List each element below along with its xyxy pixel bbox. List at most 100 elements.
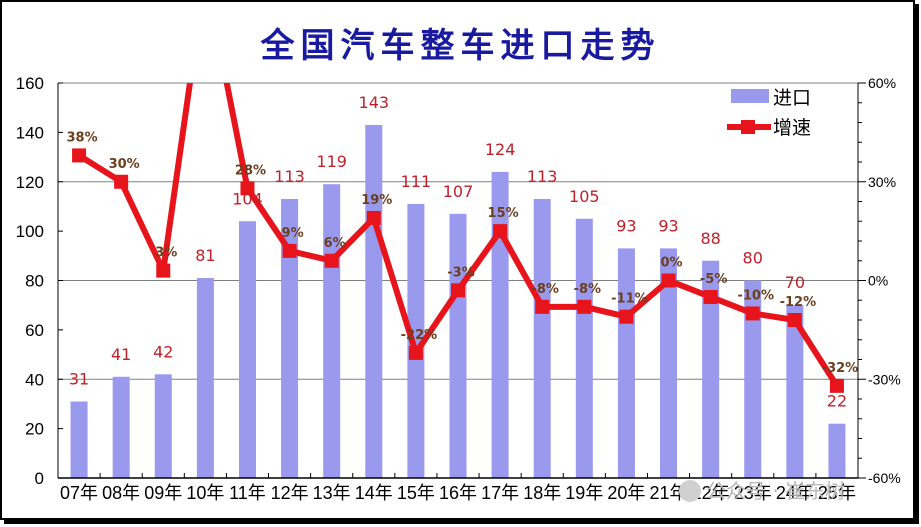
growth-value-label: -11% [611, 292, 648, 307]
bar-value-label: 41 [111, 345, 131, 364]
growth-value-label: 19% [361, 193, 392, 208]
x-axis-category-label: 09年 [144, 483, 182, 503]
bar-value-label: 111 [401, 172, 432, 191]
axes: 0 20 40 60 80 100 120 140 160 -60% -30% 0% 30% 60% 07年… [16, 74, 901, 503]
growth-value-label: -5% [700, 272, 727, 287]
legend: 进口 增速 [727, 87, 811, 139]
growth-marker [282, 243, 297, 258]
x-axis-category-label: 17年 [481, 483, 519, 503]
right-axis-tick-label: -60% [868, 470, 901, 486]
bar-value-label: 31 [69, 369, 89, 388]
growth-value-label: 30% [109, 157, 140, 172]
left-axis-tick-label: 40 [25, 370, 44, 389]
x-axis-category-label: 08年 [102, 483, 140, 503]
growth-marker [366, 210, 381, 225]
growth-marker [829, 378, 844, 393]
growth-marker [451, 283, 465, 298]
bar-value-label: 81 [195, 246, 215, 265]
bar-value-label: 113 [527, 167, 558, 186]
bar-value-label: 124 [485, 140, 516, 159]
growth-value-label: -10% [737, 288, 774, 303]
growth-marker [156, 263, 171, 278]
bar [744, 280, 762, 478]
growth-marker [114, 174, 129, 189]
growth-marker [324, 253, 339, 268]
left-axis-tick-label: 140 [16, 123, 44, 142]
bar-value-label: 93 [658, 216, 678, 235]
growth-value-label: 9% [282, 226, 304, 241]
right-axis-tick-label: 60% [868, 75, 896, 91]
growth-value-label: -3% [447, 265, 474, 280]
growth-value-label: 0% [660, 256, 682, 271]
left-axis-tick-label: 100 [16, 222, 44, 241]
bar [786, 305, 804, 478]
bar [828, 423, 846, 478]
left-axis-tick-label: 160 [16, 74, 44, 93]
wechat-icon [679, 480, 701, 502]
bar [617, 248, 635, 478]
x-axis-category-label: 10年 [186, 483, 224, 503]
growth-marker [493, 224, 508, 239]
growth-value-label: 15% [488, 206, 519, 221]
bar [449, 213, 467, 478]
growth-value-label: 28% [235, 163, 266, 178]
bar [281, 199, 299, 478]
growth-value-label: -8% [574, 282, 601, 297]
x-axis-category-label: 23年 [734, 483, 772, 503]
x-axis-category-label: 20年 [607, 483, 645, 503]
bar-value-label: 42 [153, 342, 173, 361]
bar-value-label: 80 [743, 249, 763, 268]
x-axis-category-label: 16年 [439, 483, 477, 503]
bar-value-label: 70 [785, 273, 805, 292]
bar [112, 376, 130, 478]
legend-marker-icon [741, 120, 755, 134]
growth-marker [577, 299, 592, 314]
growth-value-label: -32% [822, 361, 859, 376]
x-axis-category-label: 13年 [313, 483, 351, 503]
growth-value-label: -12% [780, 295, 817, 310]
bar-value-label: 143 [359, 93, 390, 112]
bar-value-label: 104 [232, 189, 263, 208]
growth-marker [661, 273, 676, 288]
bar [575, 218, 593, 478]
x-axis-category-label: 24年 [776, 483, 814, 503]
left-axis-tick-label: 120 [16, 173, 44, 192]
growth-marker [787, 313, 802, 327]
x-axis-category-label: 15年 [397, 483, 435, 503]
line-series-growth [72, 83, 844, 393]
legend-bar-label: 进口 [773, 87, 811, 109]
growth-marker [619, 309, 634, 324]
data-labels: 31 41 42 81 104 113 119 143 111 107 124 113 105 93 93 8… [66, 93, 858, 411]
x-axis-category-label: 11年 [229, 483, 266, 503]
left-axis-tick-label: 80 [25, 272, 44, 291]
growth-marker [408, 345, 423, 360]
bar [154, 374, 172, 478]
growth-marker [240, 181, 255, 196]
growth-value-label: 38% [66, 130, 97, 145]
watermark: 公众号 · 崔东树 [679, 479, 845, 503]
x-axis-category-label: 25年 [818, 483, 856, 503]
growth-value-label: -22% [401, 328, 438, 343]
bar [660, 248, 678, 478]
left-axis-tick-label: 60 [25, 321, 44, 340]
bar [702, 260, 720, 478]
left-axis-tick-label: 20 [25, 420, 44, 439]
x-axis-category-label: 07年 [60, 483, 98, 503]
bar-value-label: 107 [443, 182, 474, 201]
x-axis-category-label: 21年 [650, 483, 688, 503]
growth-value-label: -8% [531, 282, 558, 297]
right-axis-tick-label: 0% [868, 273, 888, 289]
x-axis-category-label: 22年 [692, 483, 730, 503]
right-axis-tick-label: -30% [868, 371, 901, 387]
growth-marker [535, 299, 550, 314]
bar-value-label: 119 [316, 152, 347, 171]
bar [491, 171, 509, 478]
bar-value-label: 105 [569, 187, 600, 206]
legend-bar-swatch [731, 89, 769, 103]
growth-marker [703, 289, 718, 304]
growth-value-label: 6% [324, 236, 346, 251]
growth-marker [745, 306, 760, 321]
x-axis-category-label: 19年 [565, 483, 603, 503]
watermark-text: 公众号 · 崔东树 [706, 479, 845, 503]
